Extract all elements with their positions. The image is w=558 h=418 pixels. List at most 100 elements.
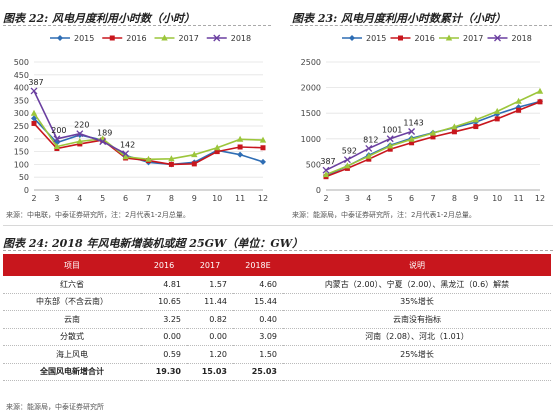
point-2018-3-b — [386, 135, 394, 143]
data-label-3: 189 — [97, 129, 112, 138]
y-tick-label-1: 50 — [19, 173, 29, 182]
legend-label-2017: 2017 — [179, 34, 199, 43]
chart23-title-rule — [290, 25, 552, 26]
cell-notes: 35%增长 — [283, 293, 551, 311]
data-label-0: 387 — [320, 157, 335, 166]
point-2016-0 — [31, 120, 37, 126]
x-tick-label-3: 5 — [388, 194, 393, 203]
chart22-source: 来源：中电联，中泰证券研究所，注：2月代表1-2月总量。 — [6, 211, 190, 219]
point-2018-legend — [494, 34, 501, 42]
point-2018-4-b — [408, 128, 416, 135]
col-header-2017: 2017 — [187, 254, 233, 276]
data-label-2: 812 — [363, 135, 378, 144]
point-2018-0-b — [322, 166, 330, 174]
point-2017-9 — [515, 97, 522, 104]
point-2016-5 — [430, 134, 436, 140]
point-2017-0 — [30, 109, 38, 116]
table24-source: 来源：能源局，中泰证券研究所 — [6, 403, 104, 411]
point-2018-3 — [99, 138, 107, 146]
x-tick-label-0: 2 — [323, 194, 328, 203]
point-2017-8 — [214, 144, 221, 151]
row-label: 全国风电新增合计 — [3, 363, 141, 381]
point-2016-legend — [109, 35, 115, 41]
point-2017-9 — [236, 135, 244, 142]
chart22-title: 图表 22: 风电月度利用小时数（小时） — [3, 12, 196, 25]
point-2018-2-b — [76, 130, 84, 138]
col-header-item: 项目 — [3, 254, 141, 276]
y-tick-label-9: 450 — [14, 71, 29, 80]
point-2017-1 — [53, 142, 61, 149]
point-2017-10 — [259, 136, 267, 143]
point-2018-1-b — [53, 135, 61, 143]
y-tick-label-4: 200 — [14, 135, 29, 144]
y-tick-label-0: 0 — [316, 186, 321, 195]
row-label: 分散式 — [3, 328, 141, 346]
cell-notes: 25%增长 — [283, 345, 551, 364]
cell-2018e: 3.09 — [233, 328, 283, 346]
point-2018-0 — [322, 166, 330, 174]
point-2016-2 — [366, 156, 372, 162]
point-2018-legend — [213, 34, 221, 42]
data-label-0: 387 — [28, 78, 43, 87]
chart23-line-chart: 0 500 1000 1500 2000 2500 2 3 4 5 6 7 8 9 10 11 12 2015 20… — [301, 34, 545, 203]
point-2017-legend — [445, 34, 453, 41]
point-2018-3 — [386, 135, 394, 143]
cell-notes: 云南没有指标 — [283, 310, 551, 329]
y-tick-label-7: 350 — [14, 96, 29, 105]
point-2016-7 — [473, 124, 479, 130]
installed-capacity-table: 项目 2016 2017 2018E 说明 红六省 4.81 1.57 4.60… — [3, 254, 551, 381]
cell-2017: 15.03 — [187, 363, 233, 381]
point-2015-0 — [31, 115, 37, 122]
point-2018-legend-b — [213, 34, 221, 42]
x-tick-label-8: 10 — [492, 194, 502, 203]
point-2018-2 — [76, 130, 84, 138]
y-tick-label-2: 100 — [14, 160, 29, 169]
x-tick-label-7: 9 — [473, 194, 478, 203]
point-2017-2 — [365, 152, 372, 159]
y-tick-label-5: 2500 — [301, 58, 321, 67]
cell-2017: 1.57 — [187, 276, 233, 294]
point-2018-1 — [343, 156, 351, 164]
point-2017-1 — [344, 162, 351, 169]
x-tick-label-2: 4 — [366, 194, 371, 203]
data-label-3: 1001 — [382, 126, 402, 135]
row-label: 海上风电 — [3, 345, 141, 364]
point-2018-4 — [122, 150, 130, 158]
cell-notes: 河南（2.08）、河北（1.01） — [283, 328, 551, 346]
cell-2018e: 1.50 — [233, 345, 283, 364]
x-tick-label-5: 7 — [146, 194, 151, 203]
point-2015-10 — [260, 158, 266, 165]
point-2016-9 — [237, 144, 243, 150]
cell-2018e: 15.44 — [233, 293, 283, 311]
point-2016-2 — [77, 141, 83, 147]
cell-notes — [283, 363, 551, 381]
point-2018-1-b — [343, 156, 351, 164]
x-tick-label-9: 11 — [235, 194, 245, 203]
row-label: 中东部（不含云南） — [3, 293, 141, 311]
x-tick-label-2: 4 — [77, 194, 82, 203]
table24-title-rule — [3, 250, 553, 251]
point-2016-6 — [451, 129, 457, 135]
section-divider — [3, 225, 553, 226]
point-2018-legend-b — [494, 34, 501, 42]
data-label-1: 592 — [342, 147, 357, 156]
chart23-title: 图表 23: 风电月度利用小时数累计（小时） — [292, 12, 507, 25]
point-2015-9 — [237, 151, 244, 158]
point-2017-8 — [494, 107, 501, 114]
point-2016-3 — [387, 146, 393, 152]
y-tick-label-4: 2000 — [301, 84, 321, 93]
x-tick-label-10: 12 — [258, 194, 268, 203]
legend-label-2017: 2017 — [463, 34, 483, 43]
data-label-1: 200 — [51, 126, 66, 135]
x-tick-label-5: 7 — [430, 194, 435, 203]
point-2016-7 — [191, 161, 197, 167]
table-total-row: 全国风电新增合计 19.30 15.03 25.03 — [3, 363, 551, 381]
cell-2016: 10.65 — [141, 293, 187, 311]
x-tick-label-9: 11 — [514, 194, 524, 203]
point-2016-10 — [537, 99, 543, 105]
x-tick-label-0: 2 — [31, 194, 36, 203]
y-tick-label-5: 250 — [14, 122, 29, 131]
cell-2017: 0.82 — [187, 310, 233, 329]
point-2016-9 — [516, 107, 522, 113]
point-2016-6 — [168, 161, 174, 167]
